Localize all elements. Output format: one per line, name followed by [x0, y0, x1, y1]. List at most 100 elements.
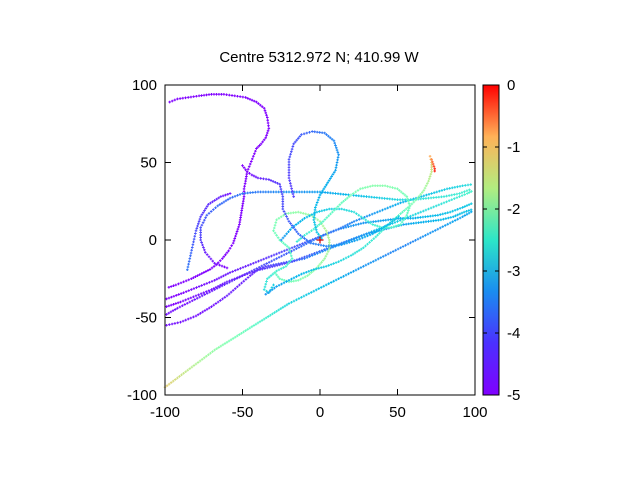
data-point: [421, 215, 425, 219]
data-point: [217, 196, 221, 200]
data-point: [256, 190, 260, 194]
data-point: [267, 261, 271, 264]
data-point: [266, 266, 269, 270]
data-point: [212, 93, 216, 96]
data-point: [229, 290, 233, 294]
data-point: [256, 269, 259, 272]
data-point: [188, 300, 192, 304]
data-point: [303, 190, 306, 194]
data-point: [270, 254, 273, 258]
data-point: [399, 212, 402, 215]
data-point: [403, 209, 406, 212]
data-point: [165, 384, 169, 387]
data-point: [317, 264, 320, 268]
data-point: [355, 212, 358, 215]
data-point: [319, 286, 323, 289]
data-point: [312, 289, 316, 293]
data-point: [255, 267, 259, 270]
data-point: [280, 192, 284, 196]
data-point: [343, 224, 347, 228]
data-point: [241, 164, 244, 167]
data-point: [270, 265, 274, 268]
data-point: [318, 131, 321, 134]
data-point: [300, 133, 303, 136]
data-point: [468, 188, 471, 192]
data-point: [281, 202, 285, 206]
data-point: [467, 211, 471, 215]
data-point: [334, 207, 338, 210]
data-point: [319, 191, 323, 195]
data-point: [320, 249, 324, 252]
data-point: [432, 205, 435, 209]
data-point: [387, 226, 391, 229]
data-point: [337, 277, 340, 281]
data-point: [339, 259, 343, 262]
data-point: [334, 146, 338, 150]
data-point: [310, 229, 313, 232]
data-point: [333, 141, 337, 145]
data-point: [430, 170, 433, 174]
data-point: [257, 265, 261, 269]
data-point: [317, 287, 321, 290]
data-point: [216, 300, 220, 304]
data-point: [230, 244, 233, 247]
data-point: [372, 196, 376, 199]
data-point: [167, 285, 171, 289]
data-point: [250, 98, 254, 102]
data-point: [174, 294, 178, 297]
data-point: [203, 248, 206, 252]
data-point: [344, 193, 348, 196]
data-point: [368, 233, 372, 237]
data-point: [222, 274, 225, 278]
data-point: [188, 257, 192, 260]
data-point: [438, 226, 442, 230]
data-point: [440, 202, 443, 206]
x-tick-label: 100: [462, 404, 487, 421]
data-point: [313, 252, 316, 255]
data-point: [406, 206, 410, 209]
data-point: [248, 274, 252, 277]
y-tick-label: -100: [127, 387, 157, 404]
data-point: [340, 207, 343, 211]
data-point: [338, 203, 342, 206]
data-point: [201, 243, 204, 247]
data-point: [398, 189, 401, 192]
data-point: [325, 247, 329, 250]
data-point: [299, 277, 302, 281]
data-point: [393, 186, 397, 190]
data-point: [273, 264, 277, 268]
data-point: [204, 216, 207, 219]
data-point: [396, 220, 399, 223]
chart-title: Centre 5312.972 N; 410.99 W: [219, 49, 419, 66]
data-point: [177, 293, 181, 296]
data-point: [337, 243, 341, 247]
data-point: [434, 196, 438, 199]
data-point: [209, 210, 213, 213]
data-point: [314, 288, 318, 292]
data-point: [225, 93, 228, 96]
data-point: [282, 281, 286, 285]
data-point: [235, 230, 239, 233]
data-point: [210, 93, 213, 96]
data-point: [199, 311, 202, 315]
data-point: [334, 261, 338, 264]
data-point: [203, 293, 206, 296]
data-point: [373, 223, 377, 227]
data-point: [197, 220, 201, 223]
data-point: [344, 273, 348, 277]
data-point: [207, 255, 211, 259]
data-point: [240, 209, 244, 212]
data-point: [373, 231, 377, 234]
data-point: [399, 217, 402, 220]
data-point: [447, 216, 450, 220]
data-point: [265, 113, 268, 117]
data-point: [465, 212, 469, 216]
data-point: [391, 250, 395, 253]
data-point: [254, 322, 258, 326]
data-point: [276, 236, 280, 239]
data-point: [329, 177, 332, 180]
data-point: [416, 196, 419, 200]
data-point: [192, 287, 196, 290]
data-point: [255, 100, 258, 104]
data-point: [311, 269, 315, 273]
